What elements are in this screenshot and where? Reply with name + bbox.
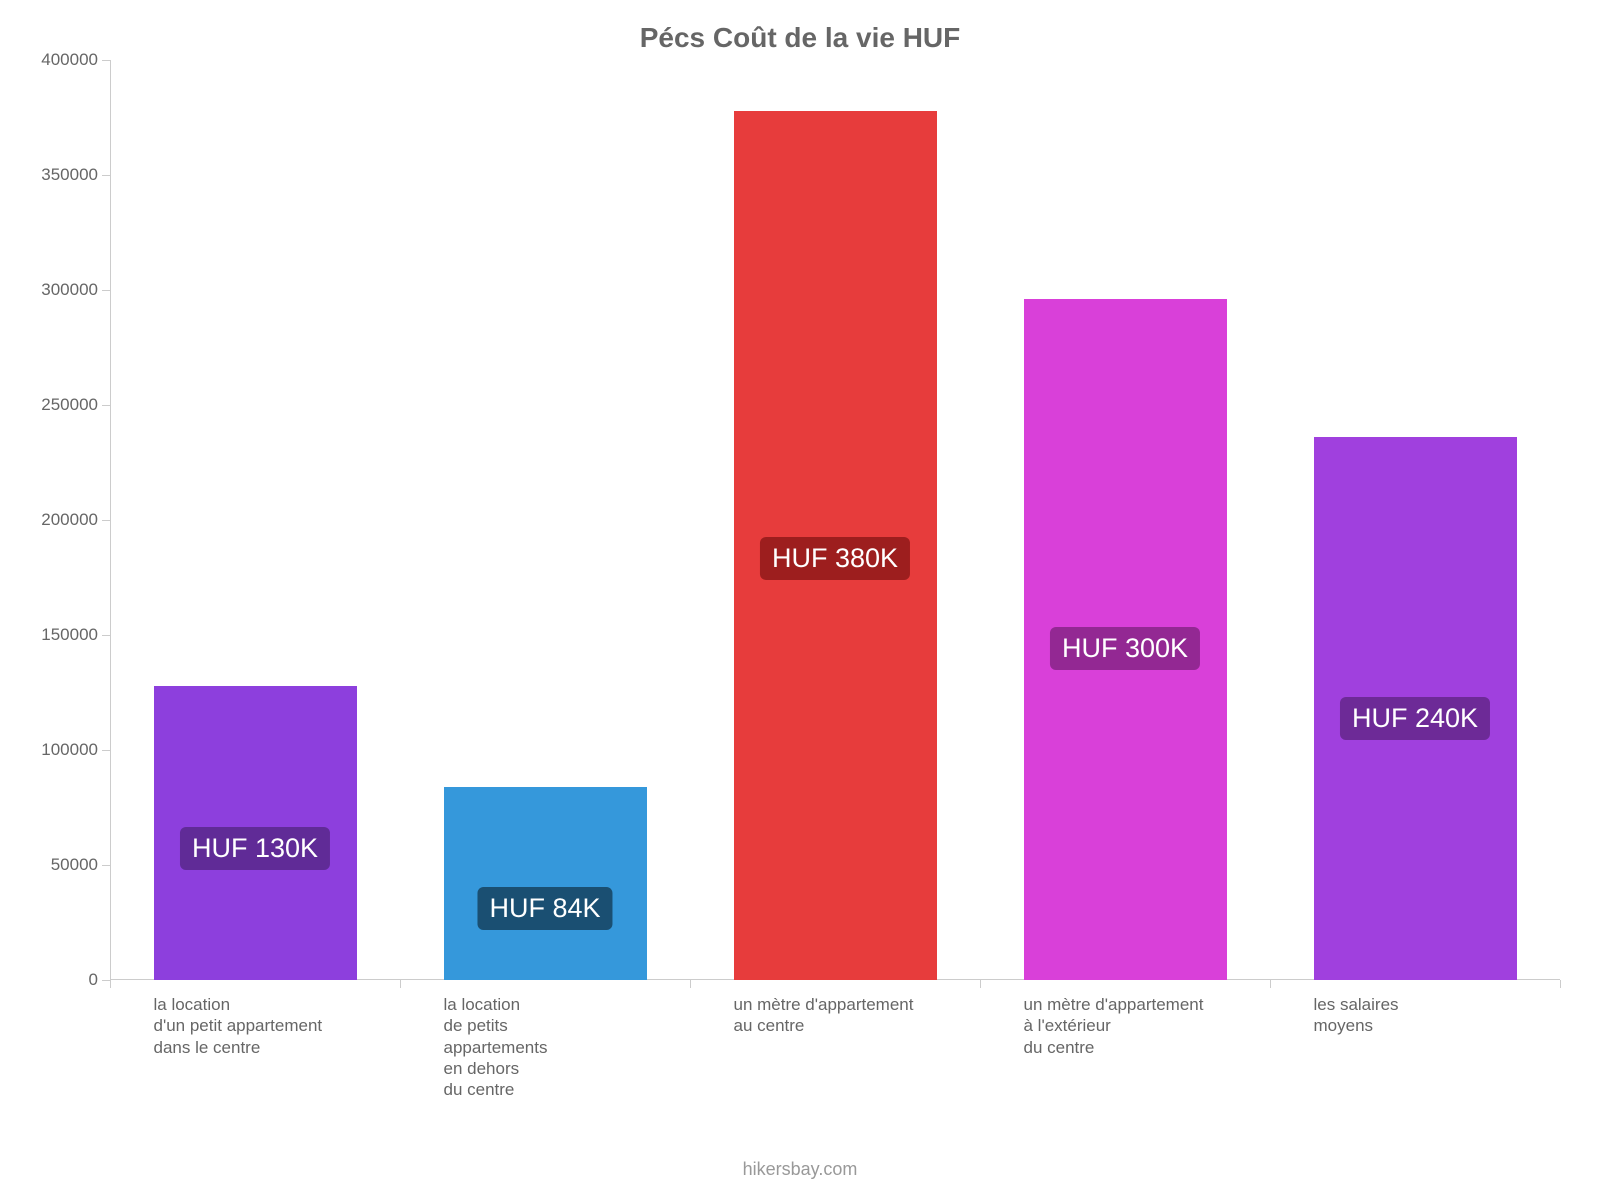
x-tick	[1560, 980, 1561, 988]
x-tick	[110, 980, 111, 988]
x-tick	[1270, 980, 1271, 988]
y-tick-label: 300000	[41, 280, 110, 300]
y-tick-label: 100000	[41, 740, 110, 760]
x-tick	[400, 980, 401, 988]
y-tick-label: 0	[89, 970, 110, 990]
value-badge: HUF 130K	[180, 827, 330, 870]
y-tick-label: 250000	[41, 395, 110, 415]
y-tick-label: 150000	[41, 625, 110, 645]
x-category-label: un mètre d'appartement à l'extérieur du …	[1024, 980, 1204, 1058]
x-tick	[980, 980, 981, 988]
bar	[444, 787, 647, 980]
y-tick-label: 200000	[41, 510, 110, 530]
x-tick	[690, 980, 691, 988]
value-badge: HUF 380K	[760, 537, 910, 580]
attribution-text: hikersbay.com	[0, 1159, 1600, 1180]
y-tick-label: 400000	[41, 50, 110, 70]
x-category-label: la location de petits appartements en de…	[444, 980, 548, 1100]
x-category-label: un mètre d'appartement au centre	[734, 980, 914, 1037]
value-badge: HUF 240K	[1340, 697, 1490, 740]
chart-title: Pécs Coût de la vie HUF	[0, 22, 1600, 54]
y-tick-label: 350000	[41, 165, 110, 185]
value-badge: HUF 300K	[1050, 627, 1200, 670]
y-tick-label: 50000	[51, 855, 110, 875]
y-axis	[110, 60, 111, 980]
value-badge: HUF 84K	[477, 887, 612, 930]
cost-of-living-chart: Pécs Coût de la vie HUF 0500001000001500…	[0, 0, 1600, 1200]
plot-area: 0500001000001500002000002500003000003500…	[110, 60, 1560, 980]
x-category-label: la location d'un petit appartement dans …	[154, 980, 323, 1058]
x-category-label: les salaires moyens	[1314, 980, 1399, 1037]
